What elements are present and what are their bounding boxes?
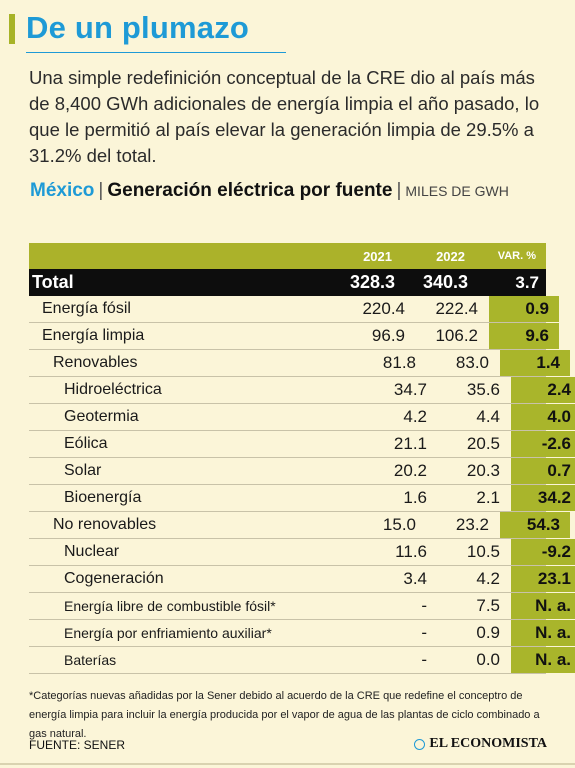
row-variation: 4.0	[511, 404, 575, 430]
table-row: Baterías - 0.0 N. a.	[29, 647, 575, 674]
row-value-2021: 20.2	[393, 461, 427, 480]
chart-title-unit-separator: |	[396, 180, 402, 201]
row-value-2021: 15.0	[382, 515, 416, 534]
row-value-2021: -	[421, 596, 427, 615]
row-value-2022: 20.3	[466, 461, 500, 480]
table-row: Solar 20.2 20.3 0.7	[29, 458, 575, 485]
row-value-2022: 106.2	[435, 326, 478, 345]
row-value-2022: 20.5	[466, 434, 500, 453]
row-value-2021: 3.4	[403, 569, 427, 588]
row-value-2021: -	[421, 650, 427, 669]
table-row: Nuclear 11.6 10.5 -9.2	[29, 539, 575, 566]
table-row: Energía libre de combustible fósil* - 7.5 N…	[29, 593, 575, 620]
row-variation: N. a.	[511, 593, 575, 619]
row-value-2022: 0.0	[476, 650, 500, 669]
table-row: Energía fósil 220.4 222.4 0.9	[29, 296, 559, 323]
row-label: Energía libre de combustible fósil*	[64, 598, 276, 614]
row-variation: N. a.	[511, 647, 575, 673]
header-variation: VAR. %	[497, 250, 536, 262]
row-value-2022: 83.0	[455, 353, 489, 372]
row-variation: 0.7	[511, 458, 575, 484]
table-row: Renovables 81.8 83.0 1.4	[29, 350, 570, 377]
row-value-2021: 34.7	[393, 380, 427, 399]
row-variation: 1.4	[500, 350, 570, 376]
row-label: Energía por enfriamiento auxiliar*	[64, 625, 272, 641]
row-variation: 2.4	[511, 377, 575, 403]
row-variation: 0.9	[489, 296, 559, 322]
row-value-2022: 340.3	[422, 272, 468, 292]
row-value-2022: 222.4	[435, 299, 478, 318]
table-row: No renovables 15.0 23.2 54.3	[29, 512, 570, 539]
header-year-2021: 2021	[363, 248, 392, 264]
table-row: Geotermia 4.2 4.4 4.0	[29, 404, 575, 431]
table-row: Hidroeléctrica 34.7 35.6 2.4	[29, 377, 575, 404]
data-table: 2021 2022 VAR. % Total 328.3 340.3 3.7 Energ…	[29, 243, 575, 674]
table-row-total: Total 328.3 340.3 3.7	[29, 269, 546, 296]
row-value-2022: 4.4	[476, 407, 500, 426]
row-label: Eólica	[64, 435, 108, 452]
row-variation: 3.7	[515, 272, 539, 292]
table-row: Energía por enfriamiento auxiliar* - 0.9 N.…	[29, 620, 575, 647]
bottom-divider	[0, 763, 575, 765]
row-value-2022: 35.6	[466, 380, 500, 399]
table-row: Bioenergía 1.6 2.1 34.2	[29, 485, 575, 512]
row-variation: 54.3	[500, 512, 570, 538]
row-label: No renovables	[53, 516, 157, 533]
row-value-2022: 2.1	[476, 488, 500, 507]
row-label: Renovables	[53, 354, 138, 371]
brand-logo: EL ECONOMISTA	[414, 736, 547, 752]
row-variation: -9.2	[511, 539, 575, 565]
row-value-2021: 11.6	[395, 542, 427, 561]
page-subtitle: Una simple redefinición conceptual de la…	[29, 67, 540, 166]
row-label: Baterías	[64, 652, 117, 668]
row-variation: 34.2	[511, 485, 575, 511]
row-value-2022: 23.2	[455, 515, 489, 534]
chart-title-separator: |	[98, 180, 104, 201]
row-value-2021: -	[421, 623, 427, 642]
table-header: 2021 2022 VAR. %	[29, 243, 546, 269]
title-accent-bar	[9, 14, 15, 44]
chart-title-country: México	[30, 180, 95, 201]
row-value-2021: 1.6	[403, 488, 427, 507]
row-value-2022: 0.9	[476, 623, 500, 642]
circle-logo-icon	[414, 738, 426, 750]
row-value-2021: 96.9	[371, 326, 405, 345]
chart-title-main: Generación eléctrica por fuente	[107, 180, 393, 201]
table-row: Cogeneración 3.4 4.2 23.1	[29, 566, 575, 593]
row-variation: -2.6	[511, 431, 575, 457]
row-label: Hidroeléctrica	[64, 381, 162, 398]
row-variation: 9.6	[489, 323, 559, 349]
source-note: FUENTE: SENER	[29, 738, 126, 752]
row-variation: N. a.	[511, 620, 575, 646]
row-label: Geotermia	[64, 408, 139, 425]
row-label: Energía limpia	[42, 327, 145, 344]
table-body: Total 328.3 340.3 3.7 Energía fósil 220.4 222.…	[29, 269, 575, 674]
row-label: Total	[32, 272, 74, 292]
row-variation: 23.1	[511, 566, 575, 592]
header-year-2022: 2022	[436, 248, 465, 264]
row-value-2021: 4.2	[403, 407, 427, 426]
row-label: Bioenergía	[64, 489, 142, 506]
row-label: Energía fósil	[42, 300, 131, 317]
row-value-2021: 21.1	[393, 434, 427, 453]
chart-title-unit: MILES DE GWH	[405, 183, 509, 199]
row-label: Solar	[64, 462, 102, 479]
row-value-2022: 7.5	[476, 596, 500, 615]
title-underline	[26, 52, 286, 53]
row-value-2022: 10.5	[466, 542, 500, 561]
row-value-2022: 4.2	[476, 569, 500, 588]
row-value-2021: 81.8	[382, 353, 416, 372]
page-title: De un plumazo	[26, 10, 250, 45]
row-label: Nuclear	[64, 543, 120, 560]
brand-name: EL ECONOMISTA	[429, 736, 547, 751]
table-row: Eólica 21.1 20.5 -2.6	[29, 431, 575, 458]
chart-title: México | Generación eléctrica por fuente | M…	[30, 178, 550, 204]
row-label: Cogeneración	[64, 570, 164, 587]
row-value-2021: 328.3	[349, 272, 395, 292]
footnote: *Categorías nuevas añadidas por la Sener…	[29, 690, 540, 740]
table-row: Energía limpia 96.9 106.2 9.6	[29, 323, 559, 350]
row-value-2021: 220.4	[362, 299, 405, 318]
